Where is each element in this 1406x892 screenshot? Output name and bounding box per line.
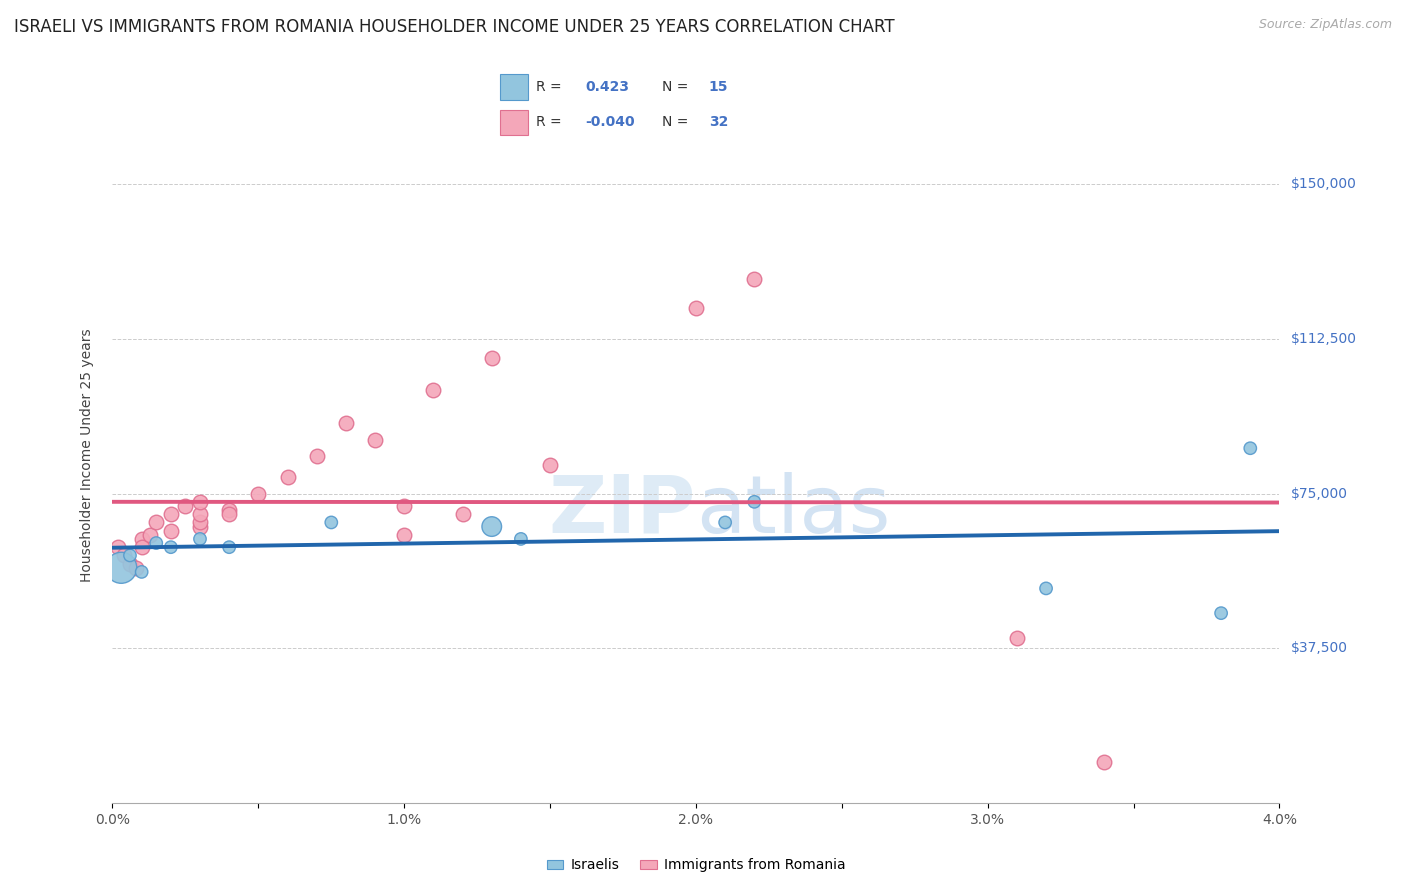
Point <box>160 524 183 538</box>
Text: atlas: atlas <box>696 472 890 549</box>
Point <box>1035 582 1057 596</box>
Point <box>714 516 737 530</box>
Point <box>247 486 270 500</box>
Point <box>218 507 240 521</box>
Point <box>145 536 167 550</box>
Text: ZIP: ZIP <box>548 472 696 549</box>
Point <box>131 540 153 554</box>
Bar <box>501 75 527 100</box>
Point <box>188 532 211 546</box>
Point <box>218 503 240 517</box>
Point <box>218 540 240 554</box>
Point <box>305 450 328 464</box>
Point <box>335 417 357 431</box>
Point <box>110 561 132 575</box>
Point <box>160 540 183 554</box>
Point <box>188 507 211 521</box>
Text: $37,500: $37,500 <box>1291 641 1347 656</box>
Point <box>118 549 141 563</box>
Point <box>188 516 211 530</box>
Text: R =: R = <box>536 115 561 129</box>
Point <box>118 557 141 571</box>
Text: N =: N = <box>662 79 689 94</box>
Point <box>1005 631 1028 645</box>
Point <box>160 507 183 521</box>
Point <box>481 519 503 533</box>
Bar <box>501 110 527 136</box>
Text: Source: ZipAtlas.com: Source: ZipAtlas.com <box>1258 18 1392 31</box>
Point <box>509 532 531 546</box>
Point <box>107 540 129 554</box>
Text: ISRAELI VS IMMIGRANTS FROM ROMANIA HOUSEHOLDER INCOME UNDER 25 YEARS CORRELATION: ISRAELI VS IMMIGRANTS FROM ROMANIA HOUSE… <box>14 18 894 36</box>
Point <box>364 433 387 447</box>
Point <box>1094 755 1116 769</box>
Point <box>742 495 765 509</box>
Point <box>188 519 211 533</box>
Point <box>276 470 298 484</box>
Point <box>145 516 167 530</box>
Text: $112,500: $112,500 <box>1291 332 1357 346</box>
Point <box>481 351 503 365</box>
Point <box>131 532 153 546</box>
Text: 32: 32 <box>709 115 728 129</box>
Point <box>742 272 765 286</box>
Text: $75,000: $75,000 <box>1291 486 1347 500</box>
Text: N =: N = <box>662 115 689 129</box>
Legend: Israelis, Immigrants from Romania: Israelis, Immigrants from Romania <box>547 858 845 872</box>
Text: R =: R = <box>536 79 561 94</box>
Text: 0.423: 0.423 <box>585 79 630 94</box>
Point <box>188 495 211 509</box>
Point <box>139 528 162 542</box>
Point <box>174 499 197 513</box>
Point <box>1239 441 1261 455</box>
Text: $150,000: $150,000 <box>1291 178 1357 192</box>
Point <box>538 458 561 472</box>
Point <box>131 565 153 579</box>
Point <box>321 516 343 530</box>
Y-axis label: Householder Income Under 25 years: Householder Income Under 25 years <box>80 328 94 582</box>
Point <box>1209 606 1232 620</box>
Point <box>392 499 416 513</box>
Point <box>392 528 416 542</box>
Point <box>422 384 444 398</box>
Point <box>125 561 148 575</box>
Text: 15: 15 <box>709 79 728 94</box>
Point <box>451 507 474 521</box>
Point <box>112 549 135 563</box>
Point <box>685 301 707 315</box>
Text: -0.040: -0.040 <box>585 115 636 129</box>
